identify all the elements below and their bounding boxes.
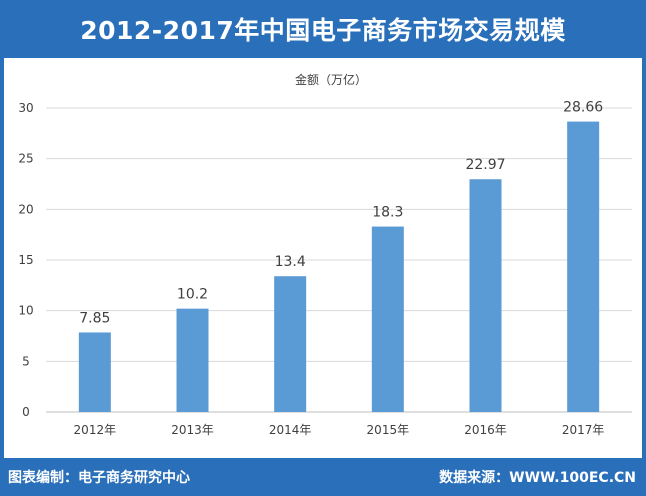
y-tick-label: 5	[22, 354, 30, 368]
x-tick-label: 2012年	[74, 423, 117, 437]
y-tick-label: 20	[18, 202, 33, 216]
data-label: 22.97	[465, 157, 505, 173]
y-tick-label: 15	[18, 253, 33, 267]
data-label: 7.85	[79, 310, 110, 326]
bar	[274, 276, 307, 412]
bar-chart: 金额（万亿） 0 5 10 15 20 25 30 7.85 2012年 10.2 2013年 13.4…	[18, 72, 632, 437]
y-tick-label: 0	[22, 405, 30, 419]
data-label: 18.3	[372, 205, 403, 221]
footer-source: 数据来源：WWW.100EC.CN	[439, 470, 636, 486]
bar	[176, 308, 209, 412]
y-tick-label: 30	[18, 101, 33, 115]
x-tick-label: 2014年	[269, 423, 312, 437]
chart-title: 2012-2017年中国电子商务市场交易规模	[80, 16, 566, 45]
y-tick-label: 25	[18, 152, 33, 166]
footer: 图表编制：电子商务研究中心 数据来源：WWW.100EC.CN	[0, 458, 646, 496]
y-axis-label: 金额（万亿）	[295, 72, 367, 87]
bar	[469, 179, 502, 412]
title-bar: 2012-2017年中国电子商务市场交易规模	[0, 0, 646, 58]
plot-panel: 金额（万亿） 0 5 10 15 20 25 30 7.85 2012年 10.2 2013年 13.4…	[4, 58, 642, 458]
x-tick-label: 2013年	[171, 423, 214, 437]
y-tick-label: 10	[18, 304, 33, 318]
footer-compiler: 图表编制：电子商务研究中心	[8, 470, 190, 486]
data-label: 13.4	[275, 254, 306, 270]
bar	[567, 121, 600, 412]
bar	[371, 226, 404, 412]
x-tick-label: 2016年	[464, 423, 507, 437]
x-tick-label: 2015年	[367, 423, 410, 437]
data-label: 28.66	[563, 100, 603, 116]
data-label: 10.2	[177, 287, 208, 303]
x-tick-label: 2017年	[562, 423, 605, 437]
bar	[78, 332, 111, 412]
